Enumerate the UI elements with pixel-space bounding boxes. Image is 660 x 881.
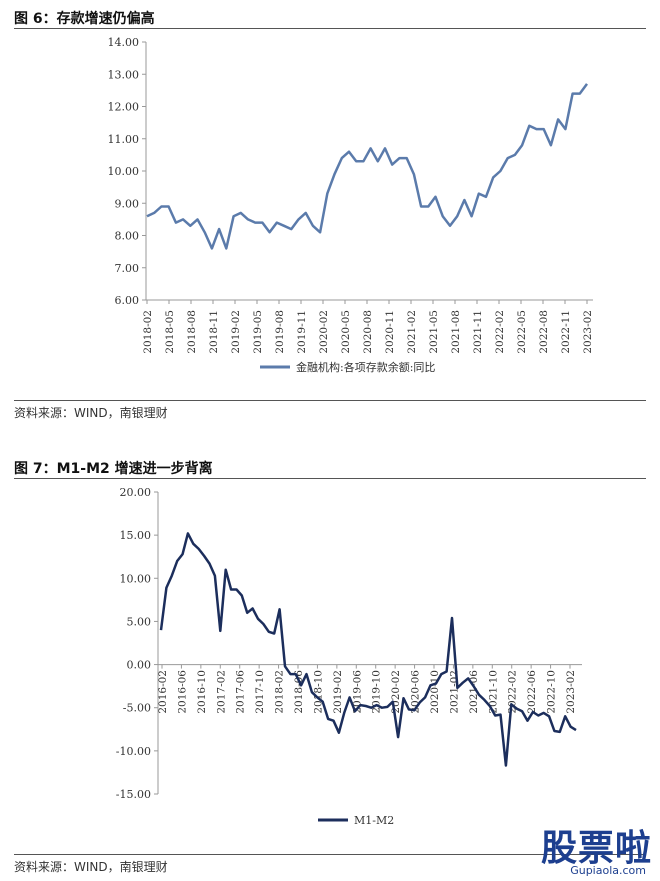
chart2-y-tick-label: 5.00 bbox=[127, 615, 152, 628]
figure-7-title-rule bbox=[14, 478, 646, 479]
chart1-x-tick-label: 2021-02 bbox=[406, 310, 418, 354]
chart2-x-tick-label: 2016-02 bbox=[157, 670, 169, 714]
chart1-x-tick-label: 2022-02 bbox=[494, 310, 506, 354]
chart1-x-tick-label: 2021-05 bbox=[428, 310, 440, 354]
chart1-y-tick-label: 10.00 bbox=[108, 165, 140, 178]
chart2-x-tick-label: 2022-10 bbox=[546, 670, 558, 714]
chart2-x-tick-label: 2019-10 bbox=[371, 670, 383, 714]
chart1-x-tick-label: 2019-08 bbox=[274, 310, 286, 354]
chart1-x-tick-label: 2020-02 bbox=[318, 310, 330, 354]
chart1-x-tick-label: 2018-08 bbox=[186, 310, 198, 354]
chart2-x-tick-label: 2018-06 bbox=[293, 670, 305, 714]
gupiaola-watermark-logo: 股票啦 Gupiaola.com bbox=[534, 819, 652, 877]
chart1-x-tick-label: 2020-08 bbox=[362, 310, 374, 354]
chart1-y-tick-label: 11.00 bbox=[108, 133, 140, 146]
figure-6-source-rule bbox=[14, 400, 646, 401]
chart1-x-tick-label: 2019-05 bbox=[252, 310, 264, 354]
chart1-x-tick-label: 2018-05 bbox=[164, 310, 176, 354]
chart2-x-tick-label: 2017-10 bbox=[254, 670, 266, 714]
chart1-x-tick-label: 2020-11 bbox=[384, 310, 396, 354]
m1-m2-spread-chart: -15.00 -10.00 -5.00 0.00 5.00 10.00 15.00 20.00… bbox=[116, 486, 582, 827]
chart2-x-tick-label: 2017-06 bbox=[235, 670, 247, 714]
chart1-y-tick-label: 6.00 bbox=[115, 294, 140, 307]
chart2-y-tick-label: -5.00 bbox=[123, 702, 151, 715]
chart1-y-tick-label: 12.00 bbox=[108, 101, 140, 114]
chart1-y-tick-label: 13.00 bbox=[108, 68, 140, 81]
figure-7-source: 资料来源：WIND，南银理财 bbox=[14, 860, 168, 874]
chart2-x-tick-label: 2016-10 bbox=[196, 670, 208, 714]
chart2-x-tick-label: 2018-02 bbox=[274, 670, 286, 714]
figure-6-title-rule bbox=[14, 28, 646, 29]
chart2-y-tick-label: -15.00 bbox=[116, 788, 151, 801]
deposit-growth-chart: 6.00 7.00 8.00 9.00 10.00 11.00 12.00 13.00 14.0… bbox=[108, 36, 595, 374]
figure-6-title: 图 6：存款增速仍偏高 bbox=[14, 11, 155, 27]
chart2-x-tick-label: 2017-02 bbox=[215, 670, 227, 714]
chart2-x-tick-label: 2019-06 bbox=[351, 670, 363, 714]
chart1-x-tick-label: 2019-11 bbox=[296, 310, 308, 354]
chart1-x-tick-label: 2021-11 bbox=[472, 310, 484, 354]
chart2-y-tick-label: 0.00 bbox=[127, 659, 152, 672]
chart2-x-tick-label: 2022-02 bbox=[507, 670, 519, 714]
chart2-series-line bbox=[159, 532, 577, 767]
watermark-main-text: 股票啦 bbox=[540, 828, 652, 869]
chart2-y-tick-label: -10.00 bbox=[116, 745, 151, 758]
chart1-y-tick-label: 14.00 bbox=[108, 36, 140, 49]
chart1-x-tick-label: 2018-11 bbox=[208, 310, 220, 354]
chart2-x-tick-label: 2022-06 bbox=[526, 670, 538, 714]
chart2-x-tick-label: 2021-02 bbox=[448, 670, 460, 714]
chart2-x-tick-label: 2016-06 bbox=[176, 670, 188, 714]
chart1-x-tick-label: 2019-02 bbox=[230, 310, 242, 354]
chart1-x-tick-label: 2022-05 bbox=[516, 310, 528, 354]
chart1-y-tick-label: 9.00 bbox=[115, 197, 140, 210]
figure-7-source-rule bbox=[14, 854, 646, 855]
figure-6-source: 资料来源：WIND，南银理财 bbox=[14, 406, 168, 420]
chart2-x-tick-label: 2021-10 bbox=[487, 670, 499, 714]
chart1-x-tick-label: 2021-08 bbox=[450, 310, 462, 354]
chart2-x-tick-label: 2019-02 bbox=[332, 670, 344, 714]
chart1-series-line bbox=[146, 83, 589, 250]
chart2-x-tick-label: 2018-10 bbox=[312, 670, 324, 714]
chart2-y-tick-label: 15.00 bbox=[120, 529, 152, 542]
chart1-x-tick-label: 2020-05 bbox=[340, 310, 352, 354]
chart2-x-tick-label: 2020-02 bbox=[390, 670, 402, 714]
chart1-y-tick-label: 8.00 bbox=[115, 230, 140, 243]
chart1-y-tick-label: 7.00 bbox=[115, 262, 140, 275]
watermark-sub-text: Gupiaola.com bbox=[570, 864, 646, 877]
chart1-x-tick-label: 2022-11 bbox=[560, 310, 572, 354]
chart2-y-tick-label: 10.00 bbox=[120, 572, 152, 585]
chart2-legend-label: M1-M2 bbox=[354, 814, 394, 827]
chart2-y-tick-label: 20.00 bbox=[120, 486, 152, 499]
chart1-x-tick-label: 2018-02 bbox=[142, 310, 154, 354]
chart1-x-tick-label: 2022-08 bbox=[538, 310, 550, 354]
chart1-legend-label: 金融机构:各项存款余额:同比 bbox=[296, 360, 435, 374]
chart2-x-tick-label: 2023-02 bbox=[565, 670, 577, 714]
chart1-x-tick-label: 2023-02 bbox=[582, 310, 594, 354]
figure-7-title: 图 7：M1-M2 增速进一步背离 bbox=[14, 461, 213, 477]
